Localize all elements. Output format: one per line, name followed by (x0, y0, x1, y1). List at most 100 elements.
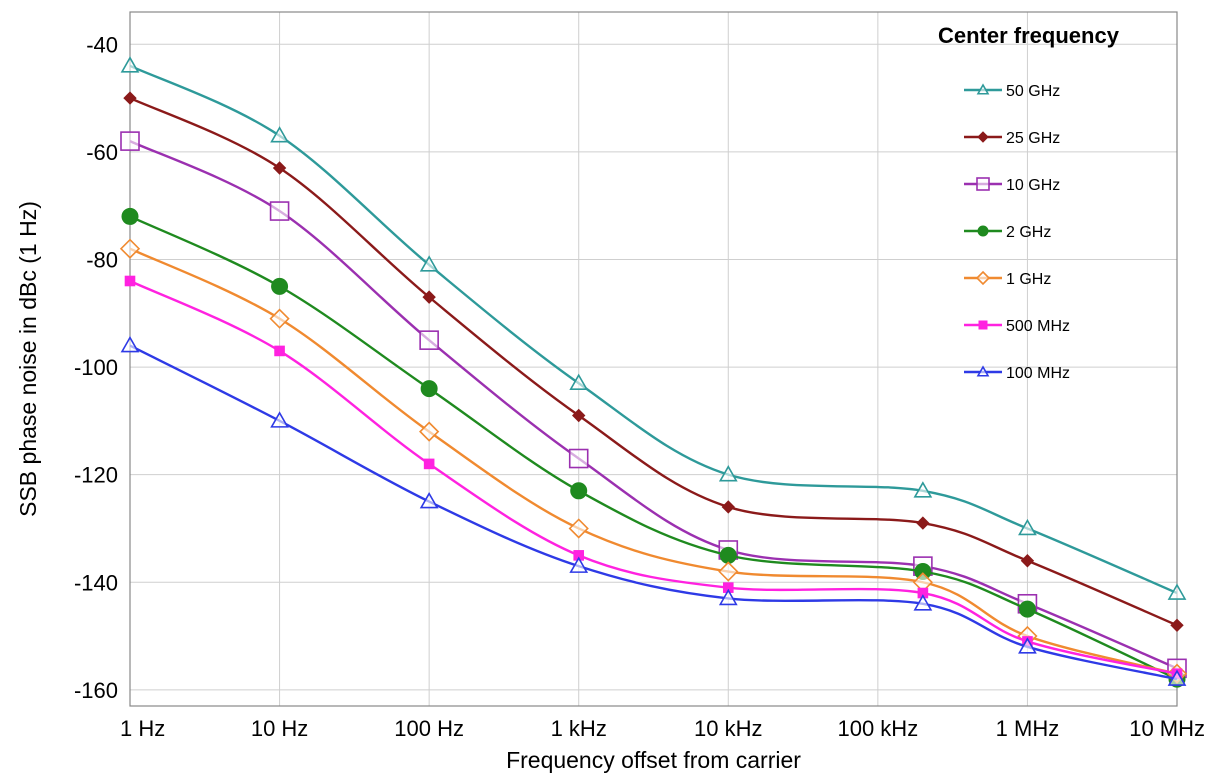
x-tick-label: 1 Hz (120, 716, 165, 741)
data-point (120, 131, 140, 151)
data-point (419, 255, 439, 272)
data-point (913, 594, 933, 611)
data-point (120, 335, 140, 353)
data-point (270, 411, 289, 428)
data-point (916, 516, 930, 530)
x-axis-ticks: 1 Hz 10 Hz 100 Hz 1 kHz 10 kHz 100 kHz 1 MHz 10… (120, 716, 1205, 741)
data-point (570, 482, 588, 500)
series-10-ghz (120, 131, 1187, 679)
legend-title: Center frequency (938, 23, 1120, 48)
data-point (1018, 518, 1037, 536)
y-tick-label: -60 (86, 140, 118, 165)
x-tick-label: 100 Hz (394, 716, 464, 741)
y-axis-title: SSB phase noise in dBc (1 Hz) (15, 201, 41, 517)
x-axis-title: Frequency offset from carrier (506, 747, 801, 773)
legend-marker (977, 225, 989, 237)
legend-label: 25 GHz (1006, 130, 1060, 147)
series-line (129, 344, 1178, 681)
x-tick-label: 1 kHz (551, 716, 607, 741)
plot-area-frame (129, 11, 1178, 707)
legend-entry: 2 GHz (964, 224, 1051, 241)
data-point (119, 238, 141, 259)
series-line (129, 64, 1178, 595)
x-tick-label: 100 kHz (837, 716, 918, 741)
series-group (119, 56, 1188, 688)
series-line (129, 140, 1178, 670)
data-point (1167, 669, 1187, 686)
series-25-ghz (123, 91, 1184, 633)
series-line (129, 215, 1178, 681)
data-point (718, 561, 739, 582)
data-point (419, 491, 439, 509)
data-point (913, 481, 933, 498)
data-point (569, 556, 589, 573)
data-point (572, 408, 586, 423)
data-point (423, 458, 435, 470)
grid (130, 12, 1177, 706)
data-point (419, 330, 439, 350)
x-tick-label: 10 MHz (1129, 716, 1205, 741)
data-point (422, 290, 436, 304)
legend-marker (976, 83, 990, 95)
data-point (269, 201, 290, 221)
data-point (121, 207, 139, 225)
data-point (123, 91, 137, 105)
data-point (569, 373, 589, 391)
y-tick-label: -120 (74, 463, 118, 488)
y-tick-label: -40 (86, 32, 118, 57)
legend-marker (976, 177, 990, 191)
legend-label: 50 GHz (1006, 83, 1060, 100)
y-tick-label: -140 (74, 570, 118, 595)
x-tick-label: 1 MHz (996, 716, 1060, 741)
data-point (1020, 554, 1035, 568)
legend-label: 500 MHz (1006, 318, 1070, 335)
legend-entry: 500 MHz (964, 318, 1070, 335)
legend-marker (976, 365, 990, 377)
data-point (718, 588, 738, 606)
data-point (568, 518, 589, 539)
x-tick-label: 10 kHz (694, 716, 762, 741)
legend-entry: 10 GHz (964, 177, 1060, 194)
legend: Center frequency 50 GHz 25 GHz 10 GHz 2 GHz… (938, 23, 1120, 382)
data-point (568, 448, 589, 469)
legend-entry: 50 GHz (964, 83, 1060, 100)
data-point (719, 546, 737, 564)
y-tick-label: -100 (74, 355, 118, 380)
data-point (718, 465, 738, 482)
data-point (721, 500, 735, 514)
data-point (1170, 618, 1184, 633)
x-tick-label: 10 Hz (251, 716, 308, 741)
data-point (1018, 600, 1036, 618)
data-point (1018, 637, 1037, 654)
legend-marker (978, 320, 988, 330)
y-tick-label: -80 (86, 247, 118, 272)
series-line (129, 247, 1178, 675)
data-point (270, 126, 289, 143)
legend-label: 100 MHz (1006, 365, 1070, 382)
data-point (274, 345, 285, 357)
data-point (120, 56, 140, 73)
series-100-mhz (120, 335, 1187, 686)
legend-entry: 25 GHz (964, 130, 1060, 147)
y-tick-label: -160 (74, 678, 118, 703)
series-500-mhz (124, 275, 1183, 680)
y-axis-ticks: -40 -60 -80 -100 -120 -140 -160 (74, 32, 118, 703)
legend-label: 1 GHz (1006, 271, 1051, 288)
data-point (124, 275, 136, 287)
legend-label: 10 GHz (1006, 177, 1060, 194)
series-line (129, 279, 1178, 675)
series-line (129, 96, 1178, 627)
data-point (419, 421, 440, 442)
legend-entry: 100 MHz (964, 365, 1070, 382)
data-point (269, 308, 290, 329)
legend-marker (977, 131, 989, 143)
legend-entry: 1 GHz (964, 270, 1051, 288)
data-point (271, 277, 289, 295)
data-point (272, 161, 287, 175)
legend-marker (975, 270, 991, 286)
data-point (420, 380, 438, 398)
data-point (1167, 583, 1187, 600)
legend-label: 2 GHz (1006, 224, 1051, 241)
